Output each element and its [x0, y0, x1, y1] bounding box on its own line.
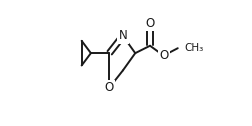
Text: O: O [105, 81, 114, 94]
Text: N: N [118, 29, 127, 42]
Text: O: O [159, 49, 168, 62]
Text: O: O [145, 17, 155, 30]
Text: CH₃: CH₃ [184, 43, 204, 53]
